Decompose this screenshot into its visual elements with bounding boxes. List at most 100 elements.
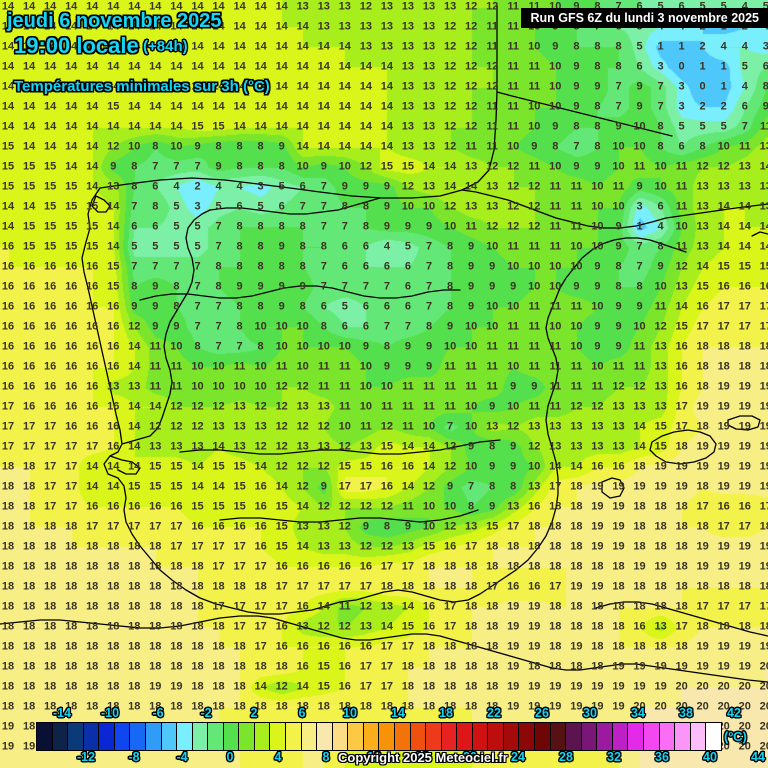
grid-temperature-value: 13 xyxy=(296,440,309,453)
grid-temperature-value: 12 xyxy=(507,220,520,233)
grid-temperature-value: 11 xyxy=(360,420,372,433)
grid-temperature-value: 8 xyxy=(615,60,622,73)
grid-temperature-value: 16 xyxy=(43,380,57,393)
grid-temperature-value: 16 xyxy=(317,560,330,573)
legend-swatch xyxy=(690,723,707,750)
grid-temperature-value: 8 xyxy=(468,500,475,513)
grid-temperature-value: 8 xyxy=(320,240,327,253)
grid-temperature-value: 13 xyxy=(401,100,415,113)
grid-temperature-value: 19 xyxy=(507,700,520,713)
legend-swatch xyxy=(410,723,427,750)
grid-temperature-value: 14 xyxy=(65,40,78,53)
grid-temperature-value: 7 xyxy=(215,220,222,233)
grid-temperature-value: 20 xyxy=(759,700,768,713)
grid-temperature-value: 11 xyxy=(528,80,541,93)
grid-temperature-value: 16 xyxy=(86,340,99,353)
grid-temperature-value: 11 xyxy=(633,340,646,353)
grid-temperature-value: 16 xyxy=(86,260,99,273)
grid-temperature-value: 14 xyxy=(422,440,436,453)
grid-temperature-value: 17 xyxy=(759,600,768,613)
grid-temperature-value: 11 xyxy=(486,120,499,133)
grid-temperature-value: 13 xyxy=(464,160,478,173)
grid-temperature-value: 12 xyxy=(359,160,373,173)
grid-temperature-value: 18 xyxy=(464,620,478,633)
legend-swatch xyxy=(379,723,395,750)
grid-temperature-value: 8 xyxy=(257,260,264,273)
grid-temperature-value: 13 xyxy=(654,360,667,373)
grid-temperature-value: 6 xyxy=(362,240,369,253)
grid-temperature-value: 9 xyxy=(152,280,159,293)
grid-temperature-value: 16 xyxy=(22,280,36,293)
grid-temperature-value: 14 xyxy=(43,100,57,113)
grid-temperature-value: 18 xyxy=(1,680,15,693)
grid-temperature-value: 14 xyxy=(1,20,15,33)
grid-temperature-value: 15 xyxy=(22,180,36,193)
grid-temperature-value: 14 xyxy=(296,500,309,513)
grid-temperature-value: 18 xyxy=(612,620,625,633)
grid-temperature-value: 15 xyxy=(65,200,78,213)
legend-swatch xyxy=(535,723,551,750)
grid-temperature-value: 14 xyxy=(170,60,183,73)
grid-temperature-value: 14 xyxy=(212,80,225,93)
grid-temperature-value: 18 xyxy=(401,660,415,673)
grid-temperature-value: 18 xyxy=(675,440,688,453)
grid-temperature-value: 7 xyxy=(173,160,180,173)
grid-temperature-value: 13 xyxy=(380,40,394,53)
grid-temperature-value: 14 xyxy=(86,480,99,493)
grid-temperature-value: 19 xyxy=(759,460,768,473)
grid-temperature-value: 15 xyxy=(212,460,225,473)
grid-temperature-value: 13 xyxy=(254,420,267,433)
grid-temperature-value: 15 xyxy=(275,540,288,553)
grid-temperature-value: 9 xyxy=(362,180,369,193)
grid-temperature-value: 8 xyxy=(362,220,369,233)
grid-temperature-value: 8 xyxy=(657,240,664,253)
grid-temperature-value: 9 xyxy=(573,160,580,173)
grid-temperature-value: 7 xyxy=(425,240,433,253)
grid-temperature-value: 17 xyxy=(65,460,78,473)
grid-temperature-value: 12 xyxy=(464,40,478,53)
grid-temperature-value: 9 xyxy=(573,60,580,73)
grid-temperature-value: 10 xyxy=(212,360,225,373)
grid-temperature-value: 8 xyxy=(657,140,664,153)
grid-temperature-value: 19 xyxy=(633,480,646,493)
grid-temperature-value: 18 xyxy=(191,680,204,693)
grid-temperature-value: 15 xyxy=(43,240,57,253)
grid-temperature-value: 12 xyxy=(170,400,183,413)
grid-temperature-value: 18 xyxy=(43,520,57,533)
grid-temperature-value: 19 xyxy=(570,680,583,693)
grid-temperature-value: 16 xyxy=(107,440,120,453)
grid-temperature-value: 10 xyxy=(549,260,562,273)
grid-temperature-value: 18 xyxy=(549,640,562,653)
grid-temperature-value: 14 xyxy=(43,140,57,153)
grid-temperature-value: 16 xyxy=(43,260,57,273)
grid-temperature-value: 17 xyxy=(696,500,709,513)
grid-temperature-value: 11 xyxy=(612,180,625,193)
grid-temperature-value: 17 xyxy=(128,520,141,533)
grid-temperature-value: 11 xyxy=(465,220,477,233)
grid-temperature-value: 8 xyxy=(615,280,622,293)
grid-temperature-value: 20 xyxy=(717,740,730,753)
grid-temperature-value: 6 xyxy=(299,180,306,193)
grid-temperature-value: 14 xyxy=(65,140,78,153)
grid-temperature-value: 14 xyxy=(254,40,267,53)
grid-temperature-value: 9 xyxy=(152,320,159,333)
grid-temperature-value: 19 xyxy=(528,680,541,693)
grid-temperature-value: 12 xyxy=(191,420,204,433)
grid-temperature-value: 14 xyxy=(43,60,57,73)
grid-temperature-value: 13 xyxy=(149,440,162,453)
grid-temperature-value: 18 xyxy=(86,560,99,573)
grid-temperature-value: 14 xyxy=(254,0,267,13)
grid-temperature-value: 16 xyxy=(696,300,709,313)
grid-temperature-value: 10 xyxy=(170,140,183,153)
grid-temperature-value: 14 xyxy=(422,460,436,473)
grid-temperature-value: 14 xyxy=(275,80,288,93)
grid-temperature-value: 18 xyxy=(528,560,541,573)
grid-temperature-value: 14 xyxy=(149,80,162,93)
grid-temperature-value: 13 xyxy=(654,380,667,393)
grid-temperature-value: 13 xyxy=(212,420,225,433)
grid-temperature-value: 14 xyxy=(128,340,141,353)
grid-temperature-value: 14 xyxy=(675,300,688,313)
grid-temperature-value: 18 xyxy=(170,580,183,593)
grid-temperature-value: 18 xyxy=(107,660,120,673)
legend-tick-label: 38 xyxy=(679,706,693,720)
